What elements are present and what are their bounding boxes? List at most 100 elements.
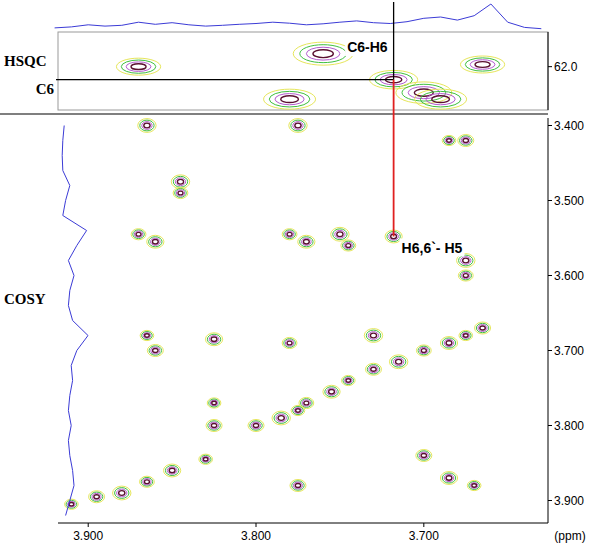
label-patch xyxy=(400,239,465,257)
contour-ring xyxy=(292,481,304,490)
contour-ring xyxy=(250,421,262,430)
contour-ring xyxy=(343,241,355,250)
contour-ring xyxy=(440,337,457,350)
contour-ring xyxy=(463,334,468,337)
contour-ring xyxy=(206,420,222,432)
peak xyxy=(293,42,353,65)
contour-ring xyxy=(177,179,183,184)
contour-ring xyxy=(253,423,258,427)
contour-ring xyxy=(284,230,296,239)
contour-ring xyxy=(461,257,471,265)
tick xyxy=(548,350,552,351)
contour-ring xyxy=(346,379,351,382)
peak xyxy=(131,229,146,240)
tick-label: 3.700 xyxy=(409,529,439,543)
contour-ring xyxy=(293,42,353,65)
contour-ring xyxy=(295,483,300,487)
contour-ring xyxy=(138,119,156,133)
separator xyxy=(0,113,548,114)
peak xyxy=(173,187,188,198)
contour-ring xyxy=(92,493,101,500)
contour-ring xyxy=(335,230,345,238)
contour-ring xyxy=(275,94,304,105)
tick xyxy=(548,425,552,426)
peak xyxy=(116,58,160,75)
contour-ring xyxy=(463,258,469,263)
contour-ring xyxy=(285,231,293,237)
contour-ring xyxy=(151,347,160,354)
contour-ring xyxy=(131,64,146,70)
contour-ring xyxy=(460,332,471,340)
peak xyxy=(416,450,432,462)
peak xyxy=(415,89,467,109)
contour-ring xyxy=(89,491,105,503)
contour-ring xyxy=(278,416,284,421)
contour-ring xyxy=(294,408,302,414)
contour-ring xyxy=(365,363,381,375)
contour-ring xyxy=(402,84,446,101)
peak xyxy=(475,322,491,334)
contour-ring xyxy=(211,423,216,427)
contour-ring xyxy=(393,358,403,366)
annotation-line xyxy=(393,80,395,237)
contour-ring xyxy=(90,492,102,501)
contour-ring xyxy=(119,491,125,496)
peak xyxy=(396,82,452,104)
peak xyxy=(205,333,222,346)
contour-ring xyxy=(151,238,161,245)
peak xyxy=(138,119,156,133)
contour-ring xyxy=(207,398,221,408)
contour-ring xyxy=(282,337,297,348)
contour-ring xyxy=(327,388,337,395)
contour-ring xyxy=(276,414,286,422)
tick xyxy=(423,523,424,527)
contour-ring xyxy=(210,422,219,429)
contour-ring xyxy=(442,338,455,348)
contour-ring xyxy=(209,336,219,343)
contour-ring xyxy=(126,62,151,72)
tick-label: 3.900 xyxy=(554,494,584,508)
contour-ring xyxy=(290,480,306,492)
contour-ring xyxy=(116,58,160,75)
peaks xyxy=(116,42,504,109)
tick xyxy=(256,523,257,527)
contour-ring xyxy=(396,82,452,104)
peak xyxy=(331,227,349,241)
contour-ring xyxy=(175,178,185,186)
contour-ring xyxy=(415,89,467,109)
contour-ring xyxy=(432,96,450,103)
contour-ring xyxy=(69,503,74,506)
contour-ring xyxy=(306,47,339,60)
contour-ring xyxy=(203,458,208,461)
peak xyxy=(140,476,155,487)
contour-ring xyxy=(462,272,470,278)
contour-ring xyxy=(459,330,473,340)
contour-ring xyxy=(149,237,162,247)
contour-ring xyxy=(298,235,315,248)
peak xyxy=(199,454,213,464)
contour-ring xyxy=(440,472,457,485)
contour-ring xyxy=(113,486,131,500)
contour-ring xyxy=(212,401,217,404)
contour-ring xyxy=(300,237,313,247)
contour-ring xyxy=(470,483,478,489)
contour-ring xyxy=(337,232,343,237)
tick-label: 3.800 xyxy=(554,419,584,433)
contour-ring xyxy=(371,367,376,371)
contour-ring xyxy=(287,341,292,345)
axis-label: (ppm) xyxy=(554,529,585,543)
contour-ring xyxy=(153,348,158,352)
contour-ring xyxy=(389,355,407,369)
peak xyxy=(298,235,315,248)
contour-ring xyxy=(345,378,353,384)
contour-ring xyxy=(446,476,452,480)
contour-ring xyxy=(209,399,220,407)
contour-ring xyxy=(364,329,382,343)
contour-ring xyxy=(342,375,356,385)
contour-ring xyxy=(370,333,376,338)
contour-ring xyxy=(333,229,347,240)
contour-ring xyxy=(463,274,468,278)
contour-ring xyxy=(329,390,335,394)
contour-ring xyxy=(325,387,338,397)
contour-ring xyxy=(94,495,99,499)
